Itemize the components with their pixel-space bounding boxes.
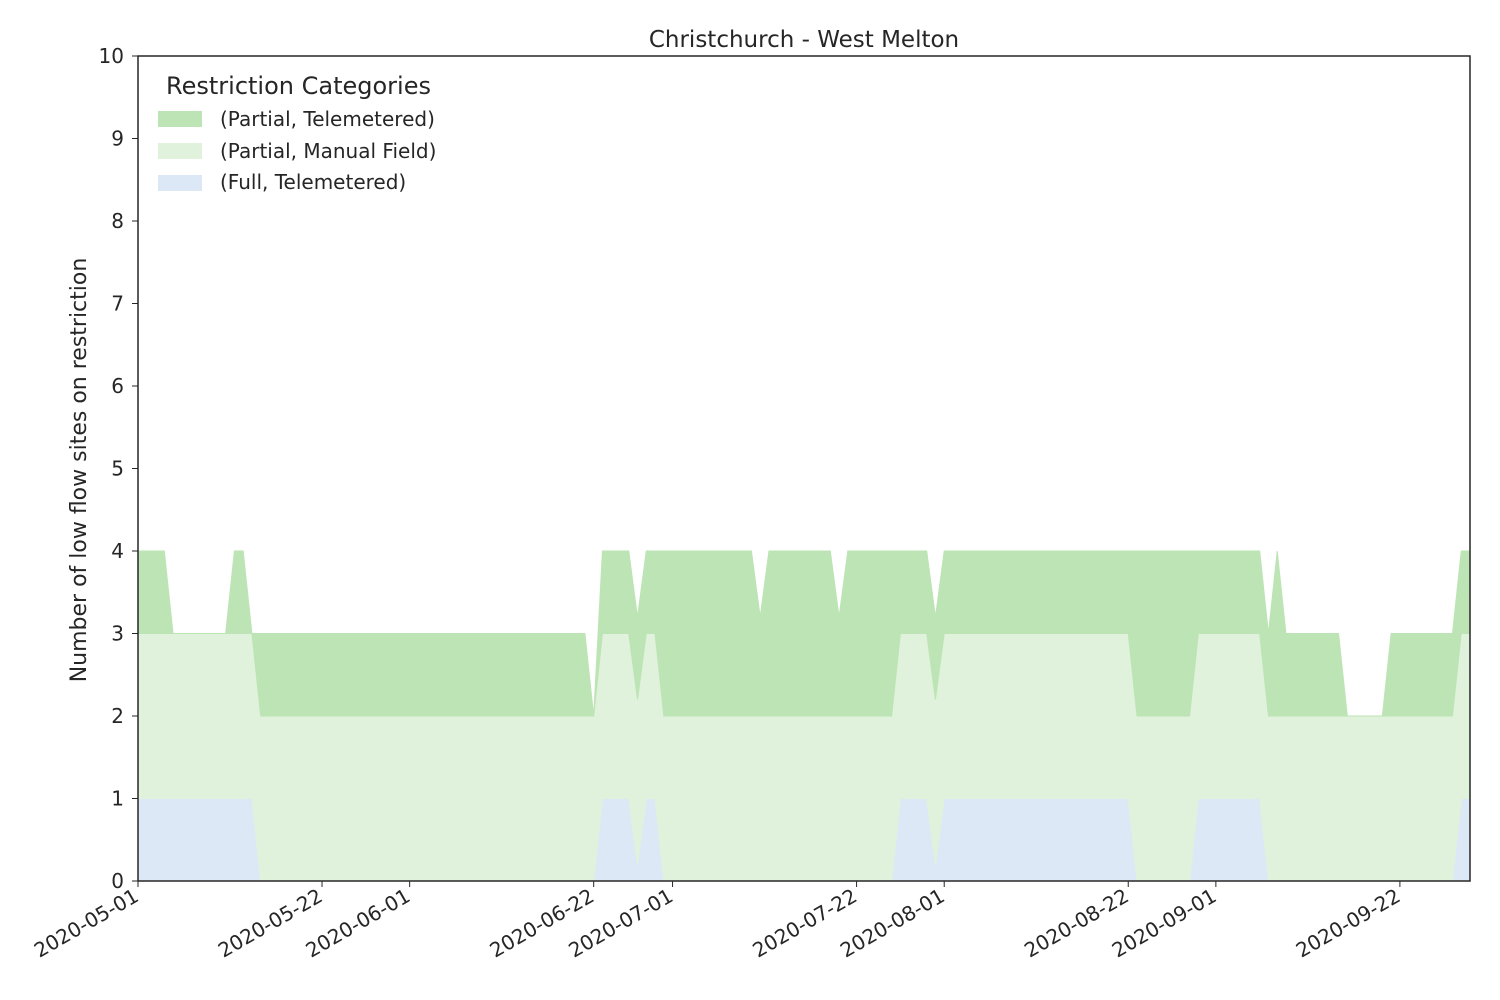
y-axis-label: Number of low flow sites on restriction	[67, 258, 92, 683]
y-tick-label: 9	[111, 127, 124, 151]
legend-label-partial-telemetered: (Partial, Telemetered)	[220, 107, 435, 131]
y-tick-label: 4	[111, 539, 124, 563]
y-tick-label: 3	[111, 622, 124, 646]
legend-title: Restriction Categories	[166, 72, 431, 100]
legend-swatch-full-telemetered	[158, 175, 202, 191]
legend-swatch-partial-telemetered	[158, 111, 202, 127]
chart-title: Christchurch - West Melton	[649, 27, 959, 53]
legend-swatch-partial-manual-field	[158, 143, 202, 159]
y-tick-label: 7	[111, 292, 124, 316]
legend-label-full-telemetered: (Full, Telemetered)	[220, 170, 406, 194]
y-tick-label: 6	[111, 374, 124, 398]
y-tick-label: 2	[111, 704, 124, 728]
legend-label-partial-manual-field: (Partial, Manual Field)	[220, 139, 436, 163]
y-tick-label: 8	[111, 209, 124, 233]
y-tick-label: 5	[111, 457, 124, 481]
y-tick-label: 0	[111, 869, 124, 893]
plot-areas	[137, 550, 1471, 882]
y-axis: 0 1 2 3 4 5 6 7 8 9 10	[99, 44, 138, 893]
legend: Restriction Categories (Partial, Telemet…	[158, 72, 436, 194]
y-tick-label: 1	[111, 787, 124, 811]
y-tick-label: 10	[99, 44, 124, 68]
